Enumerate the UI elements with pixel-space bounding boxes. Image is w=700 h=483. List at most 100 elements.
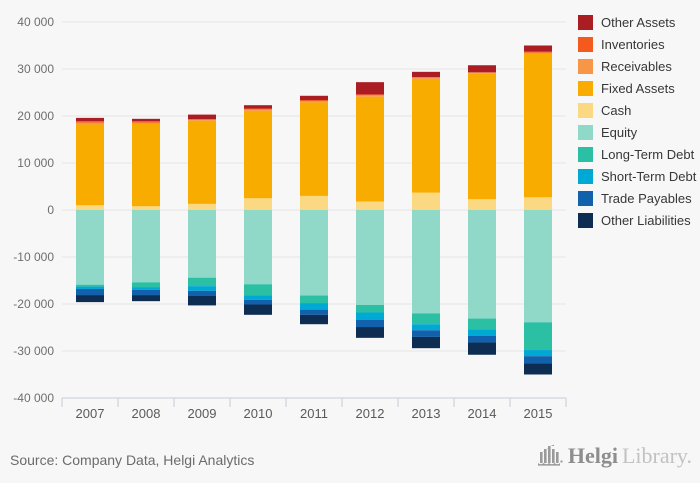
legend-label: Receivables <box>601 59 672 74</box>
bar-segment-fixed-assets <box>132 123 160 207</box>
bar-segment-long-term-debt <box>356 304 384 313</box>
bar-segment-other-assets <box>524 45 552 52</box>
bar-segment-other-liabilities <box>188 296 216 306</box>
bar-segment-short-term-debt <box>244 295 272 300</box>
bar-segment-cash <box>76 205 104 210</box>
bar-segment-equity <box>76 210 104 285</box>
bar-segment-other-assets <box>132 118 160 122</box>
bar-segment-equity <box>300 210 328 296</box>
y-tick-label: -10 000 <box>13 250 54 264</box>
bar-segment-short-term-debt <box>76 286 104 289</box>
bar-segment-receivables <box>132 122 160 124</box>
legend-label: Other Assets <box>601 15 676 30</box>
bar-segment-cash <box>300 195 328 210</box>
bar-segment-short-term-debt <box>132 287 160 290</box>
helgi-building-icon <box>537 444 563 466</box>
y-tick-label: 30 000 <box>17 62 54 76</box>
bar-segment-receivables <box>76 122 104 125</box>
bar-segment-inventories <box>132 121 160 123</box>
bar-segment-fixed-assets <box>524 53 552 198</box>
bar-segment-other-liabilities <box>132 295 160 302</box>
x-tick-label: 2010 <box>244 406 273 421</box>
bar-segment-other-liabilities <box>356 327 384 338</box>
legend-swatch <box>578 125 593 140</box>
bar-segment-equity <box>188 210 216 278</box>
bar-segment-fixed-assets <box>244 110 272 199</box>
logo-text-library: Library. <box>621 443 692 468</box>
x-tick-label: 2011 <box>300 406 328 421</box>
bar-segment-other-assets <box>412 71 440 77</box>
bar-segment-cash <box>244 198 272 210</box>
bar-segment-trade-payables <box>132 289 160 296</box>
bar-segment-long-term-debt <box>468 318 496 330</box>
bar-segment-inventories <box>244 108 272 110</box>
bar-segment-long-term-debt <box>412 313 440 325</box>
bar-segment-short-term-debt <box>300 303 328 310</box>
chart-legend: Other Assets Inventories Receivables Fixed … <box>578 15 696 228</box>
legend-label: Other Liabilities <box>601 213 691 228</box>
y-tick-label: 40 000 <box>17 15 54 29</box>
y-tick-label: -20 000 <box>13 297 54 311</box>
legend-label: Trade Payables <box>601 191 692 206</box>
bar-segment-other-liabilities <box>412 336 440 349</box>
source-attribution: Source: Company Data, Helgi Analytics <box>10 452 255 468</box>
legend-swatch <box>578 15 593 30</box>
y-tick-label: -30 000 <box>13 344 54 358</box>
bar-segment-short-term-debt <box>412 324 440 331</box>
bar-segment-other-assets <box>300 95 328 101</box>
bar-segment-inventories <box>300 100 328 101</box>
x-tick-label: 2008 <box>132 406 161 421</box>
bar-segment-cash <box>356 201 384 210</box>
x-tick-label: 2007 <box>76 406 105 421</box>
legend-label: Long-Term Debt <box>601 147 695 162</box>
bar-segment-other-assets <box>468 65 496 73</box>
bar-segment-other-liabilities <box>300 314 328 325</box>
bar-segment-cash <box>132 206 160 210</box>
legend-item-equity: Equity <box>578 125 696 140</box>
y-tick-label: 10 000 <box>17 156 54 170</box>
bar-segment-other-assets <box>244 105 272 109</box>
bar-segment-long-term-debt <box>76 284 104 287</box>
legend-item-receivables: Receivables <box>578 59 696 74</box>
bar-segment-receivables <box>468 72 496 74</box>
bar-segment-fixed-assets <box>300 102 328 196</box>
legend-item-short-term-debt: Short-Term Debt <box>578 169 696 184</box>
bar-segment-cash <box>524 197 552 210</box>
bar-segment-fixed-assets <box>468 73 496 200</box>
bar-segment-equity <box>356 210 384 305</box>
logo-text-helgi: Helgi <box>567 443 618 468</box>
bar-segment-other-assets <box>188 114 216 120</box>
bar-segment-long-term-debt <box>132 282 160 288</box>
legend-label: Fixed Assets <box>601 81 675 96</box>
bar-segment-long-term-debt <box>188 277 216 287</box>
x-tick-label: 2013 <box>412 406 441 421</box>
bar-segment-short-term-debt <box>468 329 496 336</box>
bar-segment-fixed-assets <box>412 78 440 193</box>
bar-segment-receivables <box>356 95 384 97</box>
bar-segment-trade-payables <box>244 299 272 305</box>
legend-swatch <box>578 81 593 96</box>
legend-label: Short-Term Debt <box>601 169 697 184</box>
bar-segment-equity <box>524 210 552 323</box>
bar-segment-trade-payables <box>188 290 216 297</box>
bar-segment-other-liabilities <box>76 295 104 303</box>
legend-item-trade-payables: Trade Payables <box>578 191 696 206</box>
bar-segment-receivables <box>524 52 552 54</box>
bar-segment-short-term-debt <box>356 312 384 320</box>
bar-segment-other-liabilities <box>468 342 496 355</box>
bar-segment-other-assets <box>76 117 104 122</box>
bar-segment-cash <box>468 199 496 210</box>
bar-segment-trade-payables <box>300 309 328 315</box>
bar-segment-other-assets <box>356 82 384 95</box>
chart-footer: Source: Company Data, Helgi Analytics He… <box>0 430 700 483</box>
bar-segment-cash <box>412 192 440 210</box>
bar-segment-long-term-debt <box>244 284 272 296</box>
bar-segment-receivables <box>244 109 272 111</box>
bar-segment-fixed-assets <box>188 120 216 204</box>
helgi-library-logo: Helgi Library. <box>536 442 692 470</box>
balance-sheet-stacked-bar-chart: 40 000 30 000 20 000 10 000 0 -10 000 -20 000 -… <box>13 15 567 421</box>
bar-segment-other-liabilities <box>244 304 272 315</box>
legend-item-cash: Cash <box>578 103 696 118</box>
legend-item-other-assets: Other Assets <box>578 15 696 30</box>
bar-segment-inventories <box>524 51 552 53</box>
